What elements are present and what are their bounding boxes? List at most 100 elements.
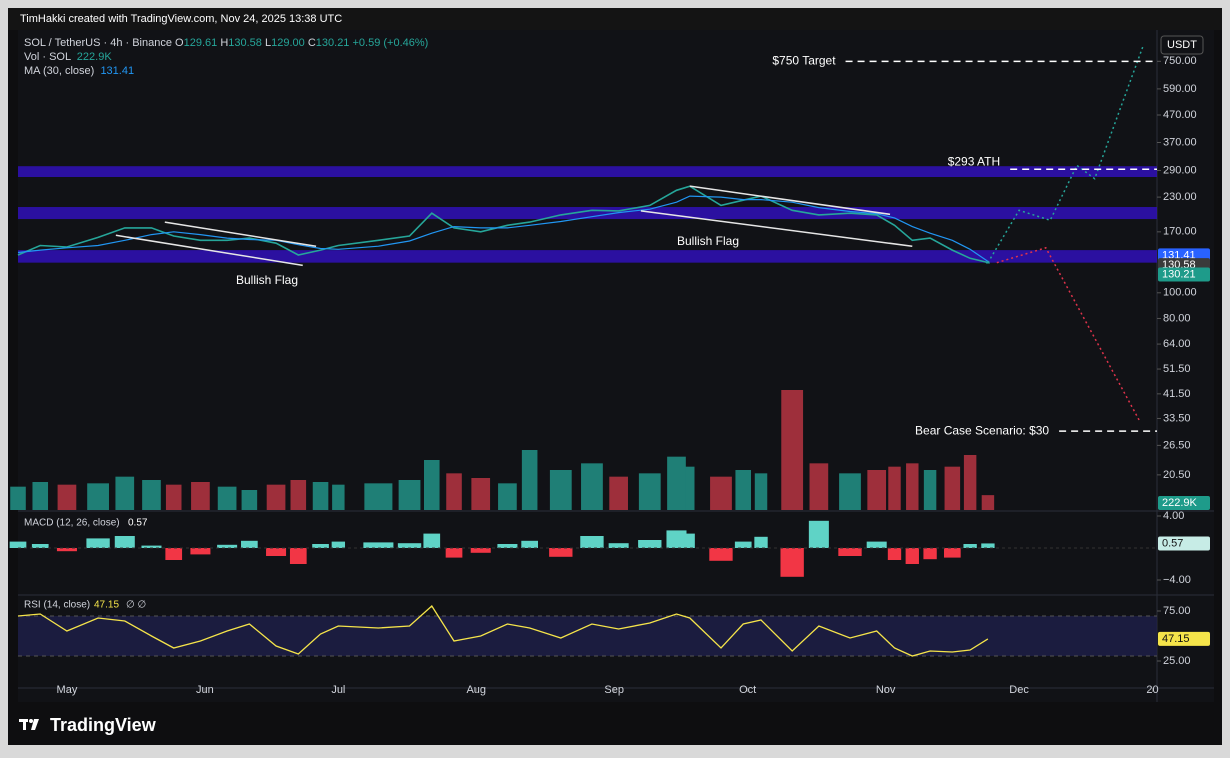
macd-bar	[838, 548, 862, 556]
y-tick-label: 75.00	[1163, 605, 1191, 617]
macd-bar	[734, 541, 752, 548]
volume-bar	[398, 480, 421, 510]
volume-bar	[981, 495, 995, 510]
volume-bar	[944, 466, 961, 510]
annotation: $750 Target	[772, 53, 836, 67]
volume-bar	[581, 463, 603, 510]
macd-bar	[86, 538, 110, 548]
macd-bar	[549, 548, 573, 557]
projection	[987, 44, 1145, 264]
macd-bar	[141, 545, 162, 548]
y-tick-label: 100.00	[1163, 287, 1197, 299]
volume-label: 222.9K	[1162, 497, 1198, 509]
ma-line	[17, 195, 989, 262]
y-tick-label: 170.00	[1163, 226, 1197, 238]
x-tick-label: Jun	[196, 684, 214, 696]
y-tick-label: 80.00	[1163, 312, 1191, 324]
volume-bar	[87, 483, 109, 510]
trendline	[640, 210, 913, 247]
legend-text: 129.00	[271, 37, 305, 49]
rsi-label-bg	[1158, 631, 1210, 646]
rsi-line	[17, 605, 989, 657]
candle-body	[985, 262, 990, 264]
brand: TradingView	[50, 715, 156, 735]
rsi-value: 47.15	[94, 600, 119, 611]
volume-label-bg	[1158, 496, 1210, 510]
volume-bar	[217, 486, 237, 510]
macd-bar	[754, 536, 768, 548]
macd-bar	[808, 520, 829, 548]
volume-bar	[963, 455, 977, 510]
close-price-label-bg	[1158, 267, 1210, 282]
y-tick-label: 290.00	[1163, 164, 1197, 176]
top-bar	[8, 8, 1222, 30]
legend-text: C	[307, 37, 316, 49]
macd-bar	[521, 540, 539, 548]
macd-bar	[963, 544, 977, 548]
rsi-band	[18, 616, 1157, 656]
volume-bar	[735, 470, 752, 510]
legend-text: 130.58	[228, 37, 262, 49]
zone	[18, 166, 1157, 178]
rsi-extra: ∅ ∅	[126, 600, 146, 611]
volume-bar	[332, 484, 345, 510]
y-tick-label: 470.00	[1163, 109, 1197, 121]
currency: USDT	[1167, 39, 1197, 51]
trendline	[689, 185, 891, 216]
macd-bar	[190, 548, 211, 555]
volume-bar	[609, 476, 628, 510]
logo-icon	[19, 719, 39, 730]
flag-label: Bullish Flag	[677, 234, 739, 248]
macd-bar	[266, 548, 287, 556]
volume-bar	[423, 460, 440, 510]
macd-bar	[363, 542, 394, 548]
volume-bar	[290, 480, 307, 510]
y-tick-label: 25.00	[1163, 655, 1191, 667]
volume-bar	[10, 486, 26, 510]
x-tick-label: Sep	[604, 684, 624, 696]
flag-label: Bullish Flag	[236, 273, 298, 287]
projection	[996, 246, 1140, 421]
macd-bar	[445, 548, 463, 558]
macd-bar	[9, 541, 27, 548]
legend-text: +0.59 (+0.46%)	[352, 37, 429, 49]
macd-value: 0.57	[128, 518, 148, 529]
annotation: $293 ATH	[948, 154, 1000, 168]
y-tick-label: 33.50	[1163, 412, 1191, 424]
trendline	[115, 234, 303, 267]
y-tick-label: 370.00	[1163, 136, 1197, 148]
macd-bar	[497, 544, 518, 548]
x-tick-label: Dec	[1009, 684, 1029, 696]
macd-bar	[887, 548, 902, 560]
legend-text: 222.9K	[76, 51, 112, 63]
volume-bar	[906, 463, 919, 510]
volume-bar	[32, 482, 49, 510]
macd-bar	[981, 543, 995, 548]
volume-bar	[364, 483, 393, 510]
currency-badge	[1160, 35, 1204, 55]
legend: SOL / TetherUS · 4h · Binance O129.61 H1…	[24, 36, 428, 78]
legend-text: H	[220, 37, 229, 49]
volume-bar	[266, 484, 286, 510]
y-tick-label: 590.00	[1163, 83, 1197, 95]
volume-bar	[498, 483, 517, 510]
x-tick-label: Oct	[739, 684, 756, 696]
trendline	[164, 221, 317, 247]
macd-bar	[31, 544, 49, 548]
macd-label: 0.57	[1162, 537, 1183, 549]
macd-bar	[114, 536, 135, 548]
rsi-label: 47.15	[1162, 633, 1190, 645]
macd-bar	[608, 543, 629, 548]
macd-bar	[923, 548, 937, 560]
volume-bar	[923, 470, 937, 510]
macd-label-bg	[1158, 536, 1210, 551]
macd-bar	[217, 544, 238, 548]
volume-bar	[142, 480, 161, 510]
legend-text: 131.41	[100, 65, 135, 77]
price-line	[17, 185, 989, 264]
macd-bar	[312, 544, 329, 548]
volume-bar	[446, 473, 462, 510]
close-price-label: 130.21	[1162, 268, 1196, 280]
